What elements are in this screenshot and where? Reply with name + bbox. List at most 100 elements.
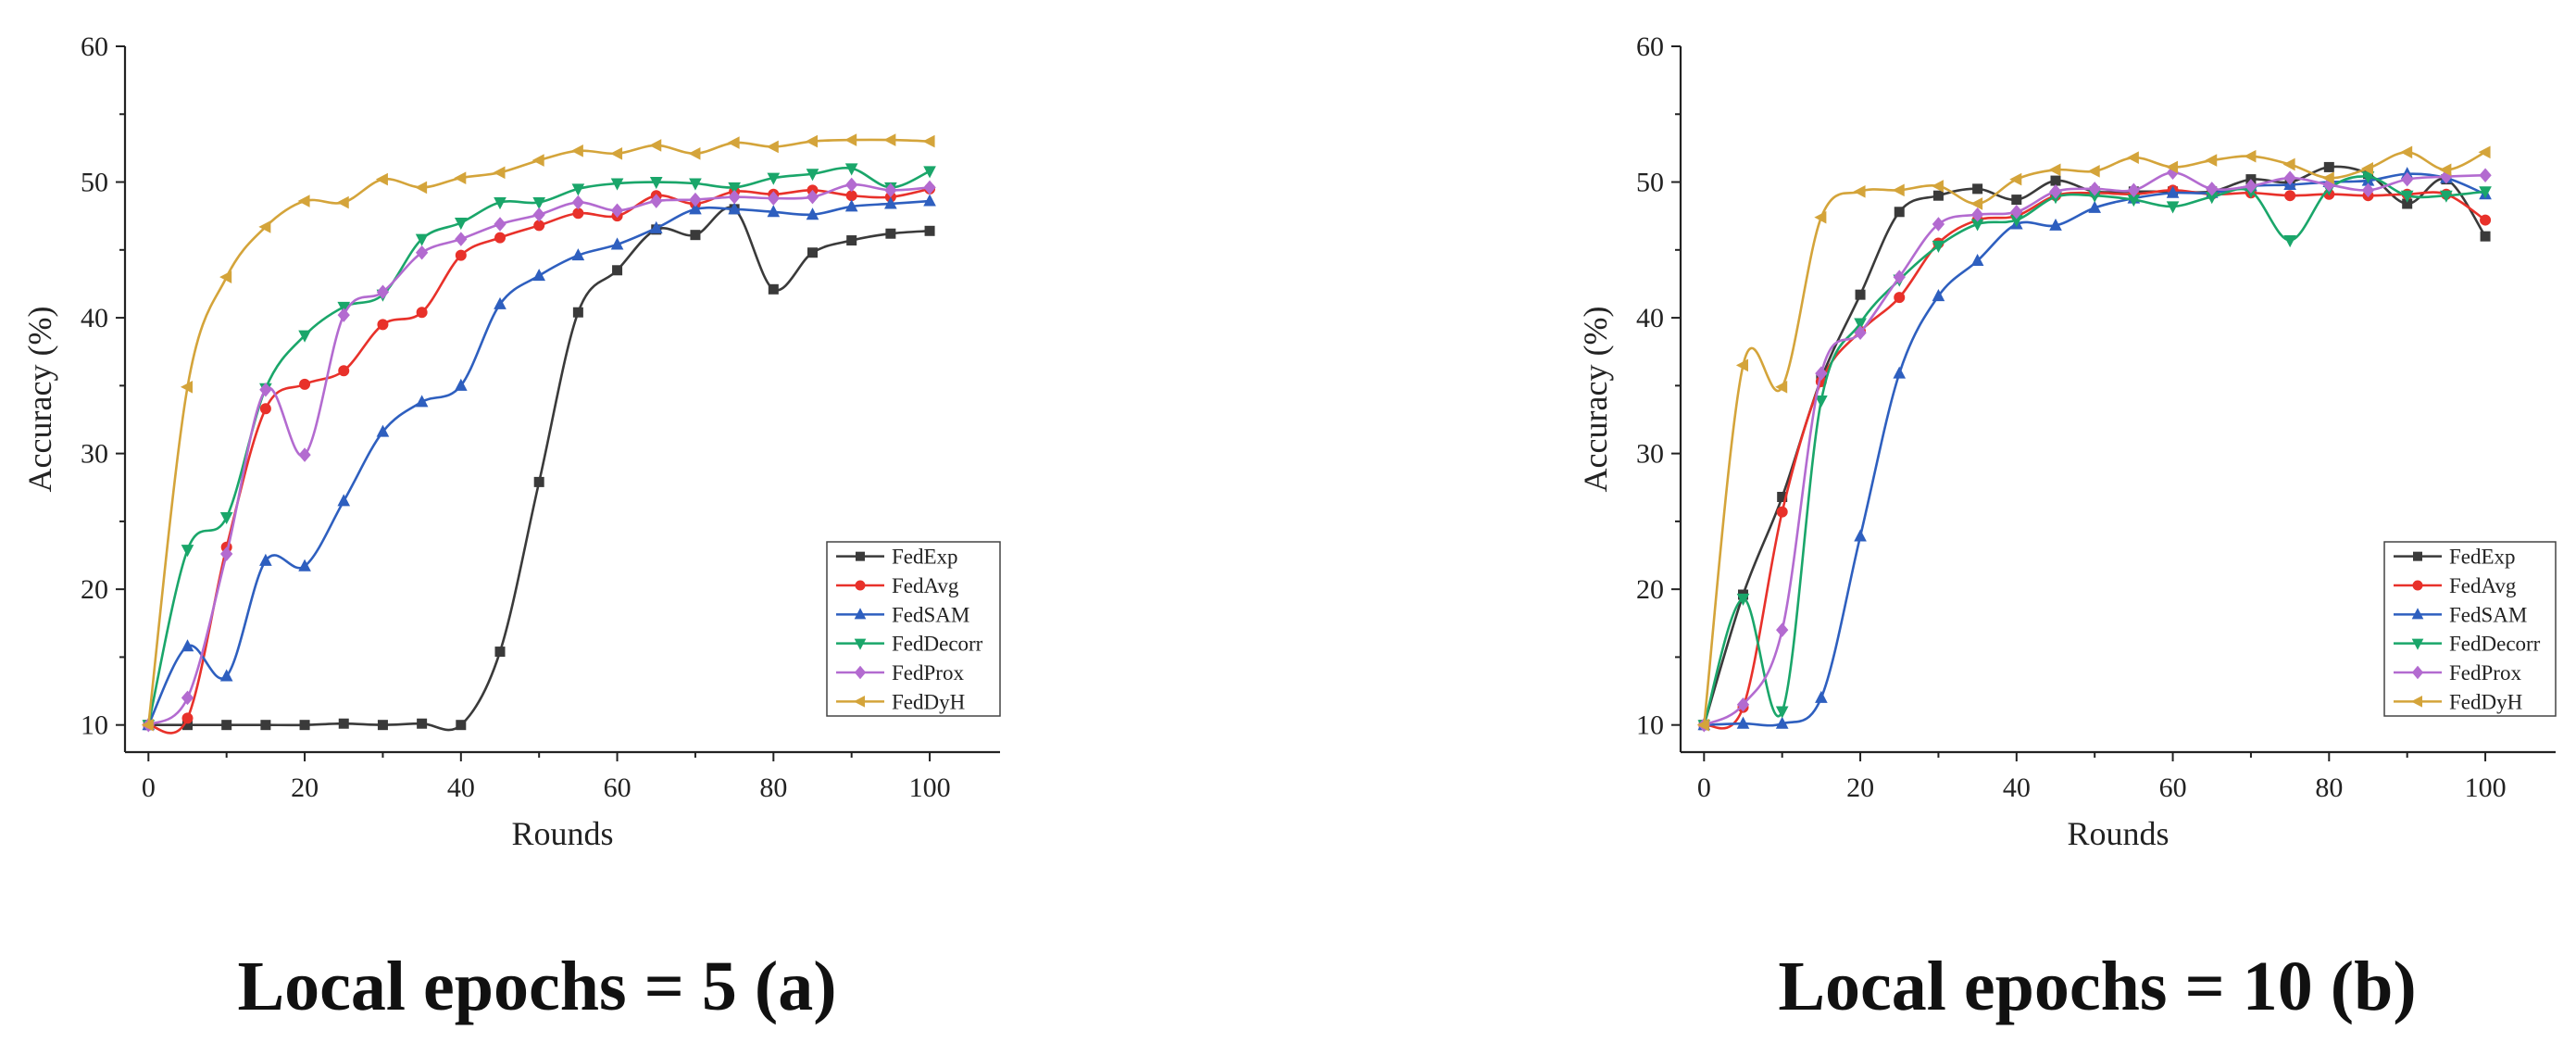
data-point-feddyh [2126,151,2139,164]
caption-a: Local epochs = 5 (a) [237,948,836,1025]
series-fedexp [1698,161,2491,731]
data-point-fedavg [1776,506,1788,518]
data-point-feddyh [375,172,388,186]
legend-marker-feddyh [853,696,865,708]
data-point-fedsam [298,559,311,571]
data-point-fedexp [494,647,506,658]
data-point-feddyh [336,195,349,209]
data-point-feddecorr [1854,318,1867,331]
data-point-fedexp [768,283,779,295]
data-point-feddyh [297,195,310,207]
data-point-feddyh [2360,162,2373,175]
series-line-fedavg [1703,189,2486,730]
y-tick-label: 60 [1636,31,1664,62]
data-point-fedprox [728,189,741,205]
data-point-feddyh [415,181,428,195]
data-point-fedsam [181,639,194,652]
data-point-fedprox [2206,182,2219,196]
data-point-fedexp [2050,175,2061,186]
series-fedavg [1698,184,2492,731]
data-point-fedavg [455,249,467,261]
legend-label-feddecorr: FedDecorr [2449,633,2541,656]
data-point-fedavg [572,207,584,220]
data-point-feddecorr [494,197,506,210]
data-point-fedexp [1972,183,1983,195]
data-point-fedprox [1932,217,1945,232]
data-point-feddecorr [181,545,194,558]
data-point-feddecorr [571,183,585,196]
data-point-fedprox [1815,366,1828,381]
data-point-feddyh [688,146,701,160]
data-point-feddyh [531,154,544,167]
x-axis-title: Rounds [2067,815,2169,852]
data-point-fedavg [377,319,389,331]
series-line-fedexp [1703,165,2487,726]
chart-panel-a: 10 20 30 40 50 60 0 20 40 60 80 100 Rounds Accuracy (… [21,31,1001,852]
data-point-fedprox [2010,205,2023,220]
series-line-fedprox [147,183,931,726]
data-point-feddyh [1775,380,1788,394]
data-point-feddyh [2321,171,2334,184]
data-point-fedprox [571,195,585,210]
data-point-feddyh [493,166,506,180]
data-point-fedexp [260,720,271,731]
data-point-fedsam [571,248,585,261]
data-point-fedsam [1736,716,1750,729]
x-tick-label: 40 [447,772,475,803]
legend-label-feddyh: FedDyH [892,690,965,713]
data-point-fedsam [532,269,546,282]
data-point-fedexp [338,718,349,729]
data-point-fedavg [845,190,857,202]
data-point-fedsam [649,220,663,233]
series-line-fedexp [148,206,931,732]
data-point-feddyh [180,380,193,394]
data-point-fedexp [846,235,857,246]
y-axis-title: Accuracy (%) [1577,307,1614,493]
x-tick-label: 0 [1697,772,1711,803]
legend-marker-fedprox [2411,665,2424,680]
data-point-fedprox [415,245,429,260]
data-point-fedexp [612,265,623,276]
data-point-feddecorr [728,182,741,195]
data-point-fedsam [767,205,781,218]
data-point-fedsam [454,378,468,391]
data-point-fedprox [884,182,897,198]
data-point-fedavg [2284,190,2296,202]
legend-label-feddyh: FedDyH [2449,690,2522,713]
legend-marker-fedsam [2411,608,2424,620]
y-tick-label: 10 [81,710,108,741]
data-point-fedsam [1893,366,1907,379]
data-point-feddyh [1735,358,1748,372]
data-point-feddyh [727,136,740,149]
series-fedavg [143,182,936,735]
legend-label-fedprox: FedProx [892,661,964,684]
data-point-feddyh [2244,149,2257,163]
data-point-feddecorr [1815,395,1828,408]
series-fedsam [142,194,936,731]
data-point-feddyh [1970,197,1983,210]
data-point-fedprox [376,284,390,300]
data-point-fedprox [806,189,819,205]
data-point-fedprox [2361,182,2375,198]
legend-marker-fedavg [2412,580,2423,591]
data-point-fedsam [806,207,819,220]
data-point-feddyh [922,134,935,148]
data-point-fedsam [2049,218,2062,231]
data-point-feddyh [1853,184,1866,198]
data-point-fedsam [1854,529,1867,542]
data-point-fedprox [1893,270,1906,284]
data-point-feddyh [609,146,623,160]
data-point-feddyh [883,133,896,146]
data-point-fedsam [689,202,702,215]
data-point-feddecorr [2400,190,2414,203]
legend-label-fedsam: FedSAM [892,603,969,626]
data-point-fedexp [1855,289,1866,300]
data-point-fedexp [1932,190,1944,201]
legend-label-fedavg: FedAvg [892,574,959,597]
data-point-fedsam [376,424,390,437]
data-point-fedprox [298,447,311,462]
x-tick-label: 80 [759,772,787,803]
data-point-feddecorr [532,197,546,210]
y-tick-label: 30 [81,439,108,470]
data-point-fedexp [572,307,583,318]
